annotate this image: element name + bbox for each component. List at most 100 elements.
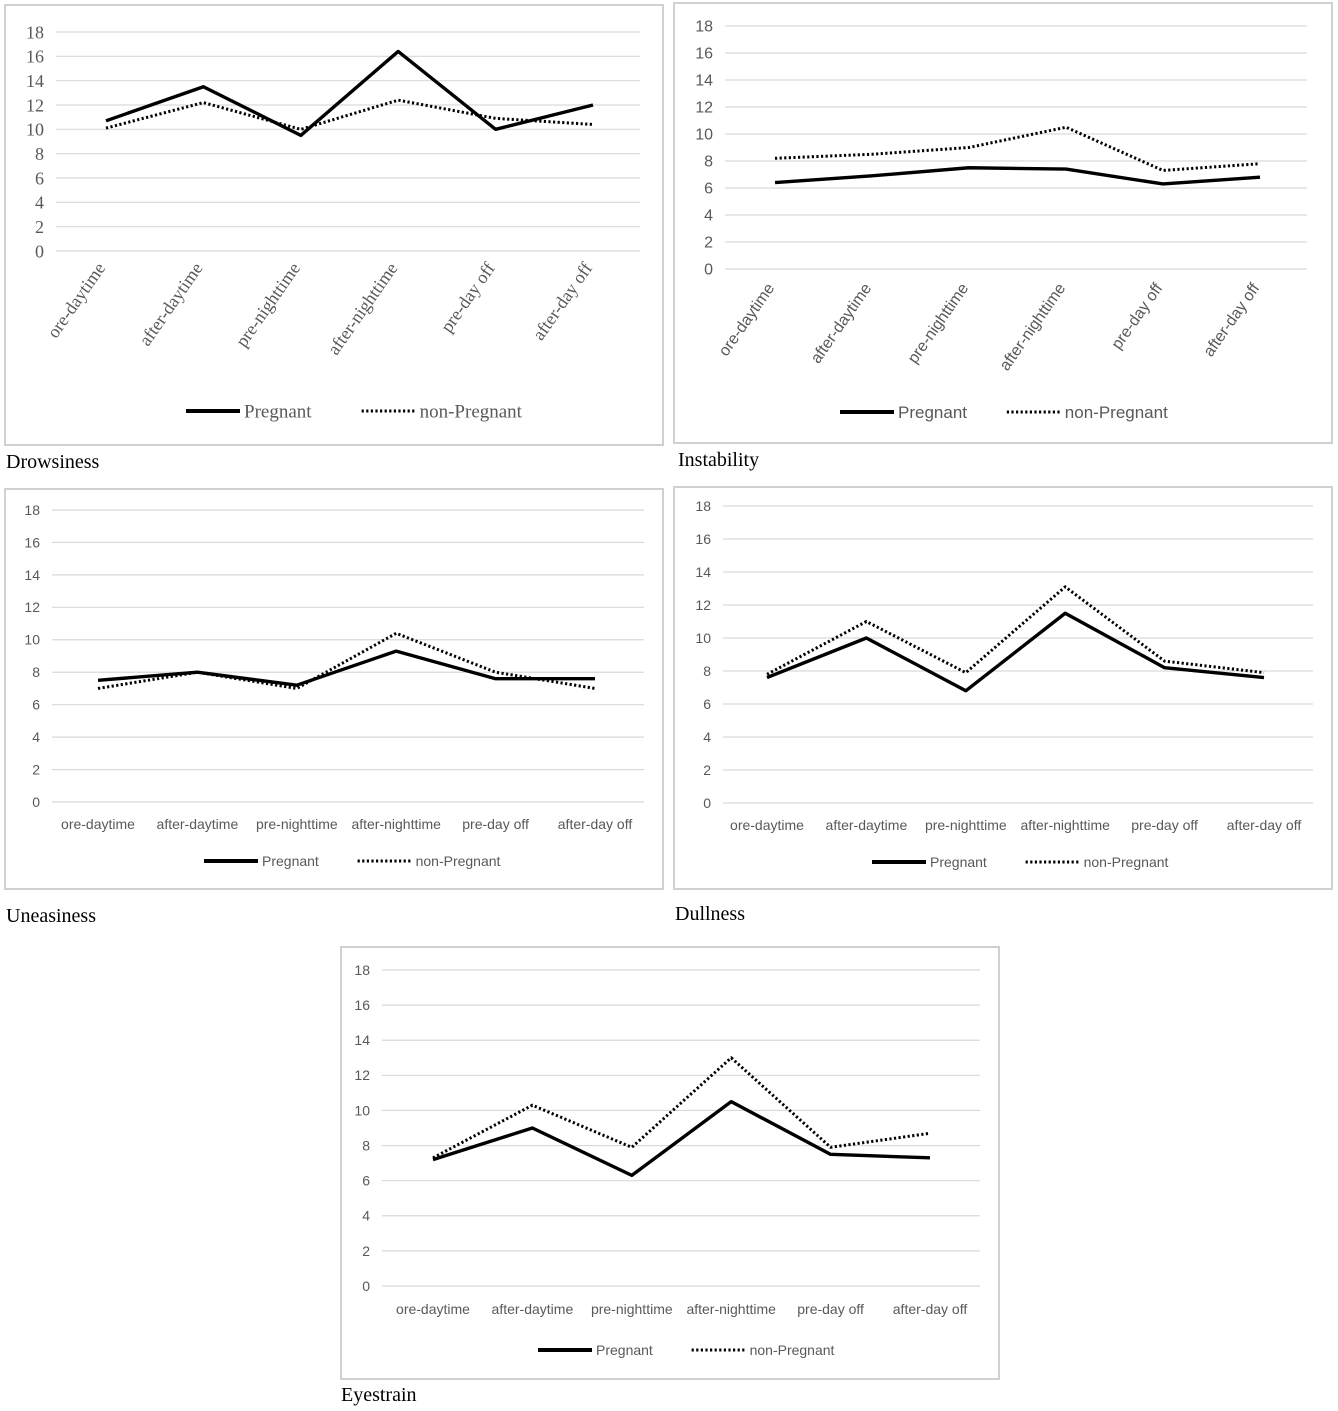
x-tick-label: pre-nighttime xyxy=(256,816,338,832)
y-tick-label: 6 xyxy=(32,697,40,713)
x-tick-label: after-daytime xyxy=(492,1301,574,1317)
y-tick-label: 8 xyxy=(32,664,40,680)
x-tick-label: pre-day off xyxy=(1131,817,1198,833)
y-tick-label: 10 xyxy=(26,120,44,140)
chart-instability: 0 2 4 6 8 10 12 14 16 18 ore-daytime after-daytime p… xyxy=(695,19,1307,422)
chart-caption-instability: Instability xyxy=(678,449,760,471)
chart-panel-eyestrain: 0 2 4 6 8 10 12 14 16 18 ore-daytime after-daytime p… xyxy=(340,946,1000,1380)
y-tick-label: 4 xyxy=(35,193,44,213)
x-tick-label: after-daytime xyxy=(135,259,207,350)
x-tick-label: after-day off xyxy=(1227,817,1302,833)
y-tick-label: 2 xyxy=(32,761,40,777)
x-tick-label: after-daytime xyxy=(808,280,876,366)
x-tick-label: pre-nighttime xyxy=(231,259,304,351)
y-tick-label: 4 xyxy=(703,729,711,745)
chart-caption-drowsiness: Drowsiness xyxy=(6,451,100,473)
y-tick-label: 10 xyxy=(695,127,713,144)
series-line-non-pregnant xyxy=(766,585,1265,676)
y-tick-label: 4 xyxy=(362,1208,370,1224)
y-tick-label: 14 xyxy=(24,567,40,583)
y-tick-label: 0 xyxy=(704,262,713,279)
x-tick-label: after-nighttime xyxy=(997,280,1070,374)
series-line-pregnant xyxy=(774,166,1261,186)
y-tick-label: 18 xyxy=(26,22,44,42)
x-tick-label: after-day off xyxy=(528,259,596,344)
x-tick-label: ore-daytime xyxy=(61,816,135,832)
y-tick-label: 14 xyxy=(695,564,711,580)
chart-uneasiness: 0 2 4 6 8 10 12 14 16 18 ore-daytime after-daytime p… xyxy=(24,502,644,869)
x-tick-label: after-day off xyxy=(893,1301,968,1317)
x-tick-label: pre-nighttime xyxy=(905,280,973,366)
chart-dullness: 0 2 4 6 8 10 12 14 16 18 ore-daytime after-daytime p… xyxy=(695,498,1313,870)
legend-label-pregnant: Pregnant xyxy=(930,854,987,870)
legend-label-pregnant: Pregnant xyxy=(596,1342,653,1358)
y-tick-label: 10 xyxy=(354,1102,370,1118)
series-line-pregnant xyxy=(432,1099,931,1178)
chart-caption-uneasiness: Uneasiness xyxy=(6,905,96,927)
y-tick-label: 2 xyxy=(35,217,44,237)
x-tick-label: ore-daytime xyxy=(43,259,109,342)
y-tick-label: 2 xyxy=(704,235,713,252)
legend-label-pregnant: Pregnant xyxy=(262,853,319,869)
y-tick-label: 16 xyxy=(26,47,44,67)
y-tick-label: 8 xyxy=(362,1137,370,1153)
chart-panel-instability: 0 2 4 6 8 10 12 14 16 18 ore-daytime after-daytime p… xyxy=(673,2,1333,444)
y-tick-label: 16 xyxy=(354,997,370,1013)
y-tick-label: 16 xyxy=(695,531,711,547)
chart-panel-uneasiness: 0 2 4 6 8 10 12 14 16 18 ore-daytime after-daytime p… xyxy=(4,488,664,890)
y-tick-label: 2 xyxy=(703,762,711,778)
x-tick-label: after-nighttime xyxy=(323,259,401,359)
x-tick-label: ore-daytime xyxy=(396,1301,470,1317)
y-tick-label: 18 xyxy=(24,502,40,518)
x-tick-label: after-nighttime xyxy=(1020,817,1110,833)
x-tick-label: after-day off xyxy=(1201,280,1264,360)
series-line-non-pregnant xyxy=(774,125,1261,172)
x-tick-label: pre-nighttime xyxy=(591,1301,673,1317)
x-tick-label: after-nighttime xyxy=(686,1301,776,1317)
series-line-pregnant xyxy=(105,49,594,138)
chart-panel-dullness: 0 2 4 6 8 10 12 14 16 18 ore-daytime after-daytime p… xyxy=(673,486,1333,890)
y-tick-label: 6 xyxy=(703,696,711,712)
x-tick-label: ore-daytime xyxy=(730,817,804,833)
legend-label-non-pregnant: non-Pregnant xyxy=(420,402,523,423)
x-tick-label: pre-day off xyxy=(797,1301,864,1317)
y-tick-label: 6 xyxy=(35,168,44,188)
x-tick-label: after-daytime xyxy=(157,816,239,832)
y-tick-label: 0 xyxy=(32,794,40,810)
x-tick-label: after-daytime xyxy=(826,817,908,833)
y-tick-label: 2 xyxy=(362,1243,370,1259)
y-tick-label: 10 xyxy=(24,632,40,648)
y-tick-label: 6 xyxy=(704,181,713,198)
y-tick-label: 18 xyxy=(695,498,711,514)
y-tick-label: 16 xyxy=(24,534,40,550)
y-tick-label: 4 xyxy=(32,729,40,745)
series-line-pregnant xyxy=(766,611,1265,693)
y-tick-label: 0 xyxy=(703,795,711,811)
y-tick-label: 18 xyxy=(695,19,713,36)
y-tick-label: 16 xyxy=(695,46,713,63)
y-tick-label: 12 xyxy=(24,599,40,615)
x-tick-label: pre-nighttime xyxy=(925,817,1007,833)
x-tick-label: pre-day off xyxy=(437,259,499,336)
y-tick-label: 8 xyxy=(703,663,711,679)
y-tick-label: 0 xyxy=(35,241,44,261)
x-tick-label: after-day off xyxy=(558,816,633,832)
chart-caption-dullness: Dullness xyxy=(675,903,745,925)
legend-label-non-pregnant: non-Pregnant xyxy=(1065,403,1168,422)
y-tick-label: 10 xyxy=(695,630,711,646)
y-tick-label: 8 xyxy=(704,154,713,171)
legend-label-non-pregnant: non-Pregnant xyxy=(1084,854,1169,870)
chart-panel-drowsiness: 0 2 4 6 8 10 12 14 16 18 ore-daytime after-daytime p… xyxy=(4,4,664,446)
y-tick-label: 8 xyxy=(35,144,44,164)
legend-label-non-pregnant: non-Pregnant xyxy=(750,1342,835,1358)
x-tick-label: pre-day off xyxy=(1109,280,1167,353)
y-tick-label: 14 xyxy=(354,1032,370,1048)
y-tick-label: 6 xyxy=(362,1173,370,1189)
y-tick-label: 12 xyxy=(26,95,44,115)
series-line-pregnant xyxy=(97,649,595,687)
legend-label-non-pregnant: non-Pregnant xyxy=(416,853,501,869)
legend-label-pregnant: Pregnant xyxy=(898,403,967,422)
y-tick-label: 14 xyxy=(695,73,713,90)
legend-label-pregnant: Pregnant xyxy=(244,402,312,423)
y-tick-label: 12 xyxy=(354,1067,370,1083)
